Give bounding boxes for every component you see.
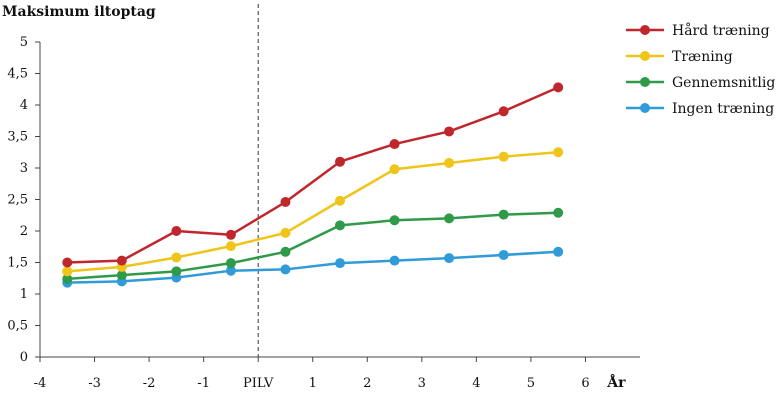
data-point-h-rd-tr-ning — [225, 229, 236, 240]
data-point-tr-ning — [280, 227, 291, 238]
data-point-h-rd-tr-ning — [553, 82, 564, 93]
data-point-ingen-tr-ning — [553, 246, 564, 257]
chart-title: Maksimum iltoptag — [2, 4, 156, 20]
data-point-gennemsnitlig — [225, 258, 236, 269]
data-point-tr-ning — [225, 241, 236, 252]
legend-label-ingen-tr-ning: Ingen træning — [672, 101, 774, 117]
y-tick-label: 1 — [20, 287, 28, 302]
y-tick-label: 2,5 — [7, 193, 28, 208]
data-point-h-rd-tr-ning — [116, 255, 127, 266]
data-point-gennemsnitlig — [498, 209, 509, 220]
data-point-h-rd-tr-ning — [62, 257, 73, 268]
legend-marker-tr-ning — [640, 51, 650, 61]
legend: Hård træning Træning Gennemsnitlig Ingen tr… — [626, 22, 775, 117]
legend-marker-ingen-tr-ning — [640, 103, 650, 113]
x-tick-label: -1 — [197, 376, 210, 391]
x-axis: -4 -3 -2 -1 PILV 1 2 3 4 5 6 — [34, 356, 640, 391]
y-tick-label: 4 — [20, 98, 28, 113]
series-line-h-rd-tr-ning — [67, 86, 559, 264]
data-point-gennemsnitlig — [553, 207, 564, 218]
x-tick-label: 2 — [363, 376, 371, 391]
series-line-tr-ning — [67, 151, 559, 273]
data-point-gennemsnitlig — [280, 246, 291, 257]
data-point-gennemsnitlig — [116, 270, 127, 281]
data-point-gennemsnitlig — [389, 215, 400, 226]
data-point-ingen-tr-ning — [225, 265, 236, 276]
data-point-h-rd-tr-ning — [335, 156, 345, 167]
legend-label-tr-ning: Træning — [672, 49, 733, 65]
data-point-h-rd-tr-ning — [444, 126, 455, 137]
x-tick-label: 3 — [418, 376, 426, 391]
y-tick-label: 2 — [20, 224, 28, 239]
data-point-ingen-tr-ning — [389, 255, 400, 266]
data-point-tr-ning — [444, 157, 455, 168]
x-tick-label: 5 — [527, 376, 535, 391]
series-line-ingen-tr-ning — [67, 250, 559, 284]
y-tick-label: 0,5 — [7, 319, 28, 334]
data-point-h-rd-tr-ning — [389, 139, 400, 150]
data-point-ingen-tr-ning — [280, 264, 291, 275]
x-tick-label: 6 — [581, 376, 589, 391]
data-point-tr-ning — [389, 164, 400, 175]
data-point-ingen-tr-ning — [335, 258, 345, 269]
y-tick-label: 3,5 — [7, 130, 28, 145]
data-point-tr-ning — [553, 147, 564, 158]
data-point-gennemsnitlig — [335, 220, 345, 231]
legend-marker-gennemsnitlig — [640, 77, 650, 87]
series-layer — [62, 82, 564, 288]
data-point-ingen-tr-ning — [444, 253, 455, 264]
data-point-h-rd-tr-ning — [171, 226, 182, 236]
data-point-tr-ning — [62, 266, 73, 277]
series-line-gennemsnitlig — [67, 211, 559, 281]
x-tick-label: -4 — [34, 376, 47, 391]
x-tick-label: -2 — [143, 376, 156, 391]
x-tick-label: 1 — [309, 376, 317, 391]
y-tick-label: 3 — [20, 161, 28, 176]
legend-label-gennemsnitlig: Gennemsnitlig — [672, 75, 775, 91]
legend-label-h-rd-tr-ning: Hård træning — [672, 22, 770, 39]
y-tick-label: 1,5 — [7, 256, 28, 271]
y-tick-label: 0 — [20, 350, 28, 365]
data-point-gennemsnitlig — [62, 273, 73, 284]
legend-marker-h-rd-tr-ning — [640, 25, 650, 35]
data-point-tr-ning — [171, 252, 182, 263]
data-point-ingen-tr-ning — [498, 249, 509, 260]
data-point-gennemsnitlig — [171, 266, 182, 277]
data-point-gennemsnitlig — [444, 213, 455, 224]
x-tick-label: PILV — [243, 376, 274, 391]
x-axis-label: År — [606, 373, 626, 391]
data-point-tr-ning — [335, 195, 345, 206]
data-point-tr-ning — [498, 151, 509, 162]
data-point-h-rd-tr-ning — [498, 106, 509, 117]
x-tick-label: 4 — [472, 376, 480, 391]
data-point-h-rd-tr-ning — [280, 197, 291, 208]
x-tick-label: -3 — [88, 376, 101, 391]
y-axis: 0 0,5 1 1,5 2 2,5 3 3,5 4 4,5 5 — [7, 35, 41, 365]
y-tick-label: 4,5 — [7, 67, 28, 82]
y-tick-label: 5 — [20, 35, 28, 50]
